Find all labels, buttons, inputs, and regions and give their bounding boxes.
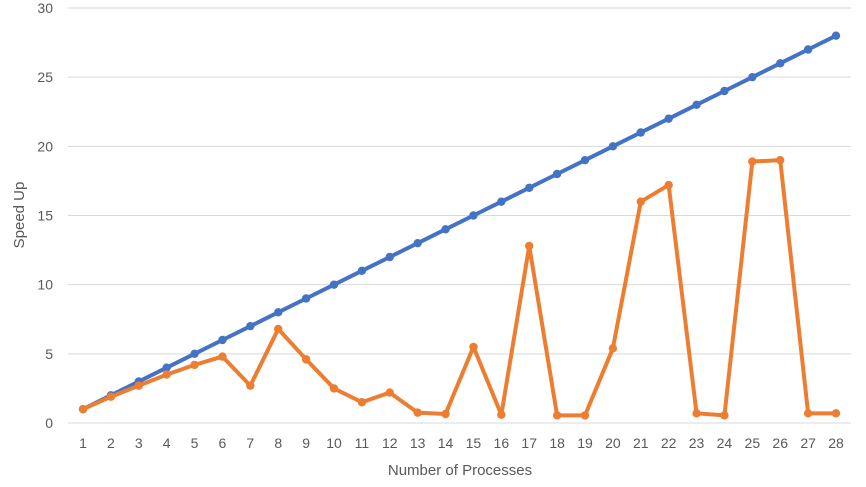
- series-2-point: [552, 411, 562, 420]
- series-1-point: [469, 211, 478, 220]
- x-tick-label: 26: [772, 435, 788, 451]
- x-tick-label: 12: [382, 435, 398, 451]
- x-tick-label: 10: [326, 435, 342, 451]
- series-1-point: [301, 294, 311, 303]
- series-1-point: [776, 59, 785, 68]
- series-2-point: [776, 155, 785, 165]
- series-1-point: [831, 31, 841, 40]
- series-layer: [78, 31, 841, 420]
- series-1: [78, 31, 841, 414]
- x-tick-label: 19: [577, 435, 593, 451]
- series-1-point: [664, 114, 673, 123]
- y-tick-labels: 0 5 10 15 20 25 30: [37, 0, 53, 431]
- y-tick-label: 10: [37, 277, 53, 293]
- x-tick-labels: 1 2 3 4 5 6 7 8 9 10 11 12 13 14 15 16 17 18 19 20 21 22 23 24 2…: [79, 435, 844, 451]
- series-1-point: [246, 321, 255, 331]
- series-2-point: [831, 409, 841, 418]
- series-2-point: [301, 355, 311, 364]
- x-tick-label: 14: [438, 435, 454, 451]
- x-tick-label: 15: [466, 435, 482, 451]
- series-1-point: [274, 308, 283, 317]
- series-1-point: [329, 280, 339, 289]
- series-1-point: [497, 197, 506, 206]
- y-tick-label: 25: [37, 69, 53, 85]
- x-tick-label: 3: [135, 435, 143, 451]
- x-tick-label: 7: [246, 435, 254, 451]
- x-tick-label: 18: [549, 435, 565, 451]
- y-tick-label: 30: [37, 0, 53, 16]
- series-1-point: [162, 363, 171, 372]
- series-1-point: [636, 128, 645, 137]
- x-tick-label: 8: [274, 435, 282, 451]
- x-tick-label: 20: [605, 435, 621, 451]
- y-tick-label: 0: [45, 415, 53, 431]
- y-tick-label: 20: [37, 138, 53, 154]
- x-tick-label: 9: [302, 435, 310, 451]
- y-tick-label: 5: [45, 346, 53, 362]
- series-1-point: [803, 45, 813, 54]
- y-axis-title: Speed Up: [11, 182, 28, 249]
- series-1-point: [441, 225, 450, 234]
- series-2-point: [803, 409, 813, 418]
- x-tick-label: 21: [633, 435, 649, 451]
- series-2-point: [469, 342, 478, 352]
- series-1-point: [552, 169, 562, 179]
- series-2-point: [636, 197, 645, 206]
- x-tick-label: 11: [355, 435, 370, 451]
- series-2: [78, 155, 841, 420]
- y-tick-label: 15: [37, 208, 53, 224]
- series-1-point: [580, 155, 590, 165]
- x-tick-label: 22: [661, 435, 677, 451]
- x-tick-label: 17: [521, 435, 537, 451]
- series-1-point: [357, 266, 367, 276]
- series-1-point: [190, 349, 199, 359]
- series-2-line: [81, 158, 838, 418]
- x-tick-label: 5: [191, 435, 199, 451]
- x-tick-label: 25: [745, 435, 761, 451]
- x-tick-label: 6: [219, 435, 227, 451]
- x-tick-label: 24: [717, 435, 733, 451]
- series-1-point: [218, 335, 227, 345]
- series-2-point: [525, 241, 534, 251]
- series-2-point: [274, 324, 283, 334]
- series-2-point: [190, 360, 199, 370]
- series-1-point: [385, 252, 394, 262]
- series-2-point: [664, 180, 673, 190]
- series-2-point: [441, 409, 450, 419]
- series-2-point: [413, 408, 422, 417]
- series-2-point: [78, 404, 88, 414]
- series-2-point: [162, 370, 171, 379]
- series-1-point: [525, 183, 534, 193]
- series-1-point: [608, 142, 618, 151]
- series-2-point: [608, 344, 618, 353]
- x-tick-label: 4: [163, 435, 171, 451]
- series-2-point: [329, 384, 339, 393]
- series-1-point: [692, 100, 701, 110]
- x-tick-label: 16: [494, 435, 510, 451]
- series-1-point: [748, 72, 757, 82]
- x-tick-label: 27: [800, 435, 816, 451]
- x-axis-title: Number of Processes: [388, 462, 532, 479]
- x-tick-label: 28: [828, 435, 844, 451]
- x-tick-label: 2: [107, 435, 115, 451]
- series-1-point: [720, 86, 729, 96]
- series-2-point: [246, 381, 255, 390]
- x-tick-label: 23: [689, 435, 705, 451]
- x-tick-label: 13: [410, 435, 426, 451]
- series-1-line: [81, 33, 838, 412]
- series-1-point: [413, 238, 422, 248]
- series-2-point: [692, 409, 701, 418]
- series-2-point: [218, 352, 227, 361]
- series-2-point: [720, 411, 729, 420]
- series-2-point: [134, 381, 143, 390]
- series-2-point: [748, 157, 757, 166]
- gridlines: [68, 7, 851, 424]
- series-2-point: [357, 398, 367, 407]
- series-2-point: [106, 392, 116, 401]
- x-tick-label: 1: [79, 435, 87, 451]
- series-2-point: [580, 411, 590, 420]
- series-2-point: [385, 388, 394, 397]
- series-2-point: [497, 410, 506, 419]
